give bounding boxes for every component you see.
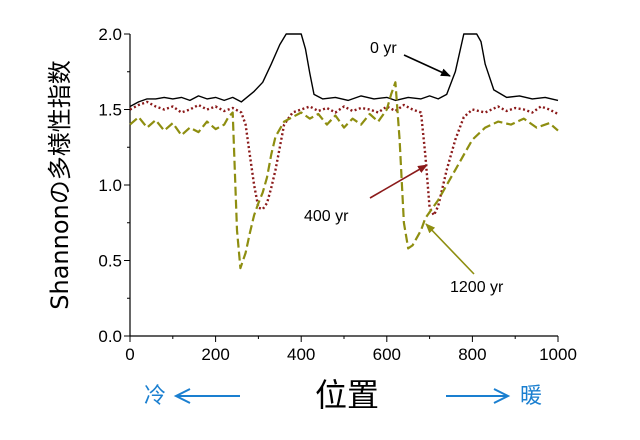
right-arrow-icon	[446, 388, 511, 404]
label-1200yr: 1200 yr	[450, 279, 504, 296]
warm-label: 暖	[520, 384, 542, 409]
y-tick-label: 0.0	[98, 327, 122, 346]
left-arrow-icon	[173, 388, 240, 404]
y-tick-label: 2.0	[98, 25, 122, 44]
y-axis-label: Shannonの多様性指数	[46, 60, 74, 309]
ticks: 0 200 400 600 800 1000 0.0 0.5 1.0 1.5 2.0	[98, 25, 577, 364]
x-tick-label: 200	[201, 345, 229, 364]
arrow-400yr-icon	[369, 164, 428, 199]
x-tick-label: 0	[125, 345, 134, 364]
series-lines	[129, 33, 559, 270]
arrow-1200yr-icon	[425, 223, 475, 275]
cold-label: 冷	[144, 384, 166, 409]
arrow-0yr-icon	[403, 54, 451, 77]
annotations: 0 yr 400 yr 1200 yr	[304, 40, 504, 296]
series-400yr-line	[129, 100, 559, 217]
x-axis-label: 位置	[315, 376, 379, 414]
y-tick-label: 0.5	[98, 252, 122, 271]
x-tick-label: 400	[287, 345, 315, 364]
x-tick-label: 600	[373, 345, 401, 364]
y-tick-label: 1.5	[98, 101, 122, 120]
y-tick-label: 1.0	[98, 176, 122, 195]
x-tick-label: 800	[458, 345, 486, 364]
label-400yr: 400 yr	[304, 208, 349, 225]
series-1200yr-line	[129, 81, 559, 270]
x-tick-label: 1000	[539, 345, 577, 364]
series-0yr-line	[129, 33, 559, 108]
label-0yr: 0 yr	[370, 40, 397, 57]
